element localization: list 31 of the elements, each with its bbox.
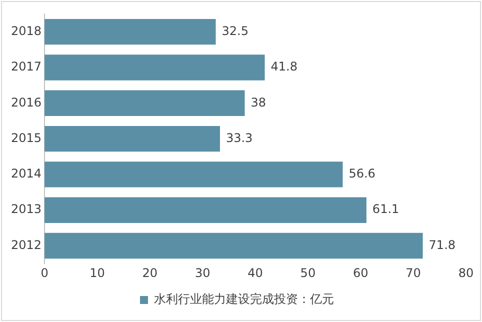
bar	[44, 18, 216, 45]
x-tick-label: 60	[352, 266, 368, 280]
bar	[44, 126, 220, 152]
data-label: 56.6	[348, 166, 376, 181]
y-tick-label: 2015	[10, 130, 42, 145]
bar	[44, 232, 423, 259]
y-tick-label: 2013	[10, 202, 42, 216]
data-label: 32.5	[222, 24, 248, 38]
y-tick-label: 2016	[10, 95, 42, 110]
x-tick-label: 70	[406, 266, 421, 280]
y-tick-label: 2012	[10, 238, 42, 252]
x-tick-label: 20	[142, 266, 158, 280]
legend-label: 水利行业能力建设完成投资：亿元	[154, 292, 334, 306]
x-tick-label: 50	[300, 266, 316, 280]
y-tick-label: 2018	[10, 24, 42, 38]
y-tick-label: 2017	[10, 60, 42, 74]
x-tick-label: 80	[458, 266, 474, 280]
data-label: 71.8	[428, 238, 456, 252]
x-tick-label: 40	[248, 266, 263, 280]
x-tick-label: 10	[90, 266, 105, 280]
y-tick-label: 2014	[10, 166, 42, 181]
bar	[44, 162, 343, 188]
data-label: 41.8	[270, 60, 298, 74]
data-label: 61.1	[372, 202, 400, 216]
bar	[44, 90, 245, 116]
data-label: 38	[250, 95, 266, 110]
x-tick-label: 30	[194, 266, 210, 280]
bar	[44, 197, 366, 223]
data-label: 33.3	[226, 130, 253, 145]
bar	[44, 54, 265, 80]
x-tick-label: 0	[40, 266, 48, 280]
